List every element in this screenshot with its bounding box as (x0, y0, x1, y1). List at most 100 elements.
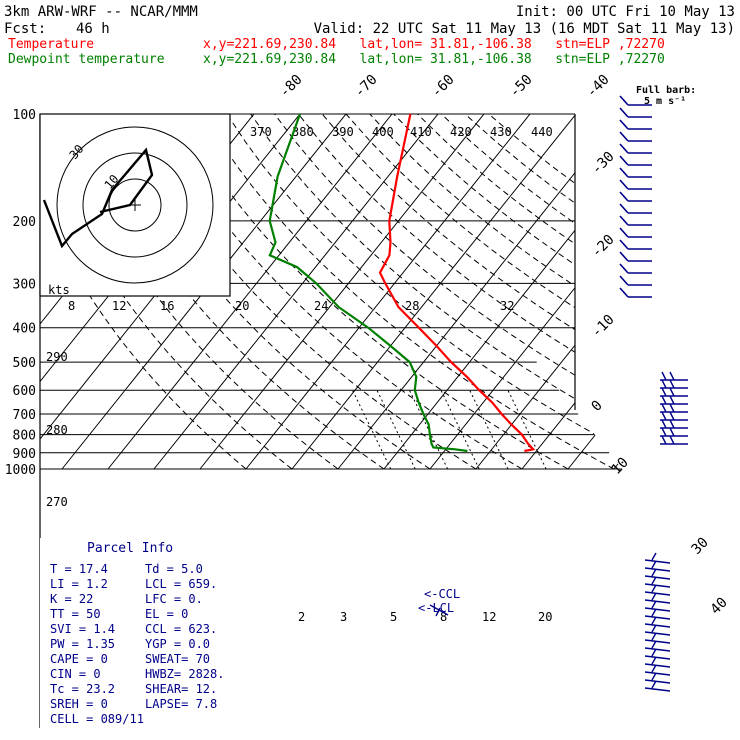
mixing-ratio-label: 5 (390, 610, 397, 624)
pressure-tick-label: 500 (13, 356, 36, 371)
wind-barb (660, 395, 688, 405)
wind-barb (660, 371, 688, 381)
full-barb-unit: 5 m s⁻¹ (644, 96, 686, 107)
full-barb-label: Full barb: (636, 85, 696, 96)
wind-barbs (429, 95, 688, 692)
dry-adiabat (202, 114, 615, 470)
mixing-ratio-label: 2 (298, 610, 305, 624)
wind-barb (644, 600, 671, 612)
wind-barb (619, 239, 652, 250)
legend-dewpoint: Dewpoint temperature (8, 52, 165, 67)
isotherm (245, 114, 531, 470)
pressure-tick-label: 200 (13, 215, 36, 230)
parcel-info-row-right: LAPSE= 7.8 (145, 697, 217, 711)
valid-time: Valid: 22 UTC Sat 11 May 13 (16 MDT Sat … (314, 21, 735, 37)
ccl-label: <-CCL (424, 587, 460, 601)
isotherm (291, 114, 577, 470)
mixing-ratio-line (507, 390, 547, 470)
hodograph-trace (42, 147, 154, 249)
wind-barb (644, 592, 671, 604)
parcel-info-row-right: Td = 5.0 (145, 562, 203, 576)
isotherm-label: -30 (589, 149, 618, 178)
isotherm-label: -80 (277, 72, 306, 101)
parcel-info-row-left: Tc = 23.2 (50, 682, 115, 696)
hodograph-kts-label: kts (48, 283, 70, 297)
sounding-profiles (268, 113, 536, 453)
mixing-ratio-line (376, 390, 416, 470)
dewpoint-line (268, 113, 468, 453)
mixing-ratio-line (352, 390, 392, 470)
mixing-ratio-label: 16 (160, 299, 174, 313)
wind-barb (619, 143, 652, 154)
parcel-info-row-left: CELL = 089/11 (50, 712, 144, 726)
isotherm-label: 0 (589, 398, 606, 415)
dry-adiabat (393, 114, 695, 470)
mixing-ratio-label: 24 (314, 299, 328, 313)
parcel-info-row-left: LI = 1.2 (50, 577, 108, 591)
cell-motion-marker (429, 604, 449, 617)
mixing-ratio-label: 32 (500, 299, 514, 313)
wind-barb (660, 411, 688, 421)
legend-dewpoint-info: x,y=221.69,230.84 lat,lon= 31.81,-106.38… (203, 52, 665, 67)
dry-adiabat (417, 114, 695, 470)
isotherm-label: 30 (689, 535, 712, 558)
wind-barb (619, 275, 652, 286)
theta-label: 430 (490, 125, 512, 139)
hodograph-ring (108, 178, 162, 232)
wind-barb (644, 576, 671, 588)
temperature-line (378, 113, 536, 453)
fcst-label: Fcst: (4, 21, 46, 37)
wind-barb (644, 632, 671, 644)
isotherm (383, 114, 669, 470)
theta-label: 270 (46, 495, 68, 509)
mixing-ratio-label: 8 (440, 610, 447, 624)
wind-barb (644, 608, 671, 620)
legend-temperature-info: x,y=221.69,230.84 lat,lon= 31.81,-106.38… (203, 37, 665, 52)
parcel-info-row-right: HWBZ= 2828. (145, 667, 224, 681)
theta-label: 290 (46, 350, 68, 364)
theta-label: 280 (46, 423, 68, 437)
wind-barb (619, 287, 652, 298)
wind-barb (644, 560, 671, 572)
isotherm-label: 40 (708, 595, 731, 618)
wind-barb (660, 387, 688, 397)
parcel-info-row-right: CCL = 623. (145, 622, 217, 636)
theta-label: 440 (531, 125, 553, 139)
wind-barb (619, 191, 652, 202)
isotherm (199, 114, 485, 470)
wind-barb (619, 167, 652, 178)
wind-barb (644, 640, 671, 652)
wind-barb (660, 419, 688, 429)
wind-barb (644, 648, 671, 660)
hodograph-frame (39, 113, 231, 297)
wind-barb (619, 155, 652, 166)
dry-adiabat (178, 114, 569, 470)
legend-temperature: Temperature (8, 37, 94, 52)
parcel-info-title: Parcel Info (87, 541, 173, 556)
wind-barb (660, 403, 688, 413)
isotherm-label: 10 (609, 455, 632, 478)
dry-adiabat (274, 114, 695, 470)
mixing-ratio-label: 3 (340, 610, 347, 624)
theta-label: 400 (372, 125, 394, 139)
pressure-tick-label: 800 (13, 429, 36, 444)
parcel-info-row-right: EL = 0 (145, 607, 188, 621)
isotherm-label: -40 (584, 72, 613, 101)
parcel-info-row-right: SWEAT= 70 (145, 652, 210, 666)
wind-barb (644, 584, 671, 596)
wind-barb (660, 435, 688, 445)
model-title: 3km ARW-WRF -- NCAR/MMM (4, 4, 198, 20)
wind-barb (644, 624, 671, 636)
wind-barb (619, 119, 652, 130)
parcel-info-row-right: LFC = 0. (145, 592, 203, 606)
wind-barb (644, 664, 671, 676)
pressure-tick-label: 600 (13, 384, 36, 399)
mixing-ratio-line (469, 390, 509, 470)
wind-barb (619, 227, 652, 238)
wind-barb (619, 179, 652, 190)
wind-barb (619, 251, 652, 262)
theta-label: 380 (292, 125, 314, 139)
wind-barb (644, 672, 671, 684)
parcel-info-row-left: K = 22 (50, 592, 93, 606)
